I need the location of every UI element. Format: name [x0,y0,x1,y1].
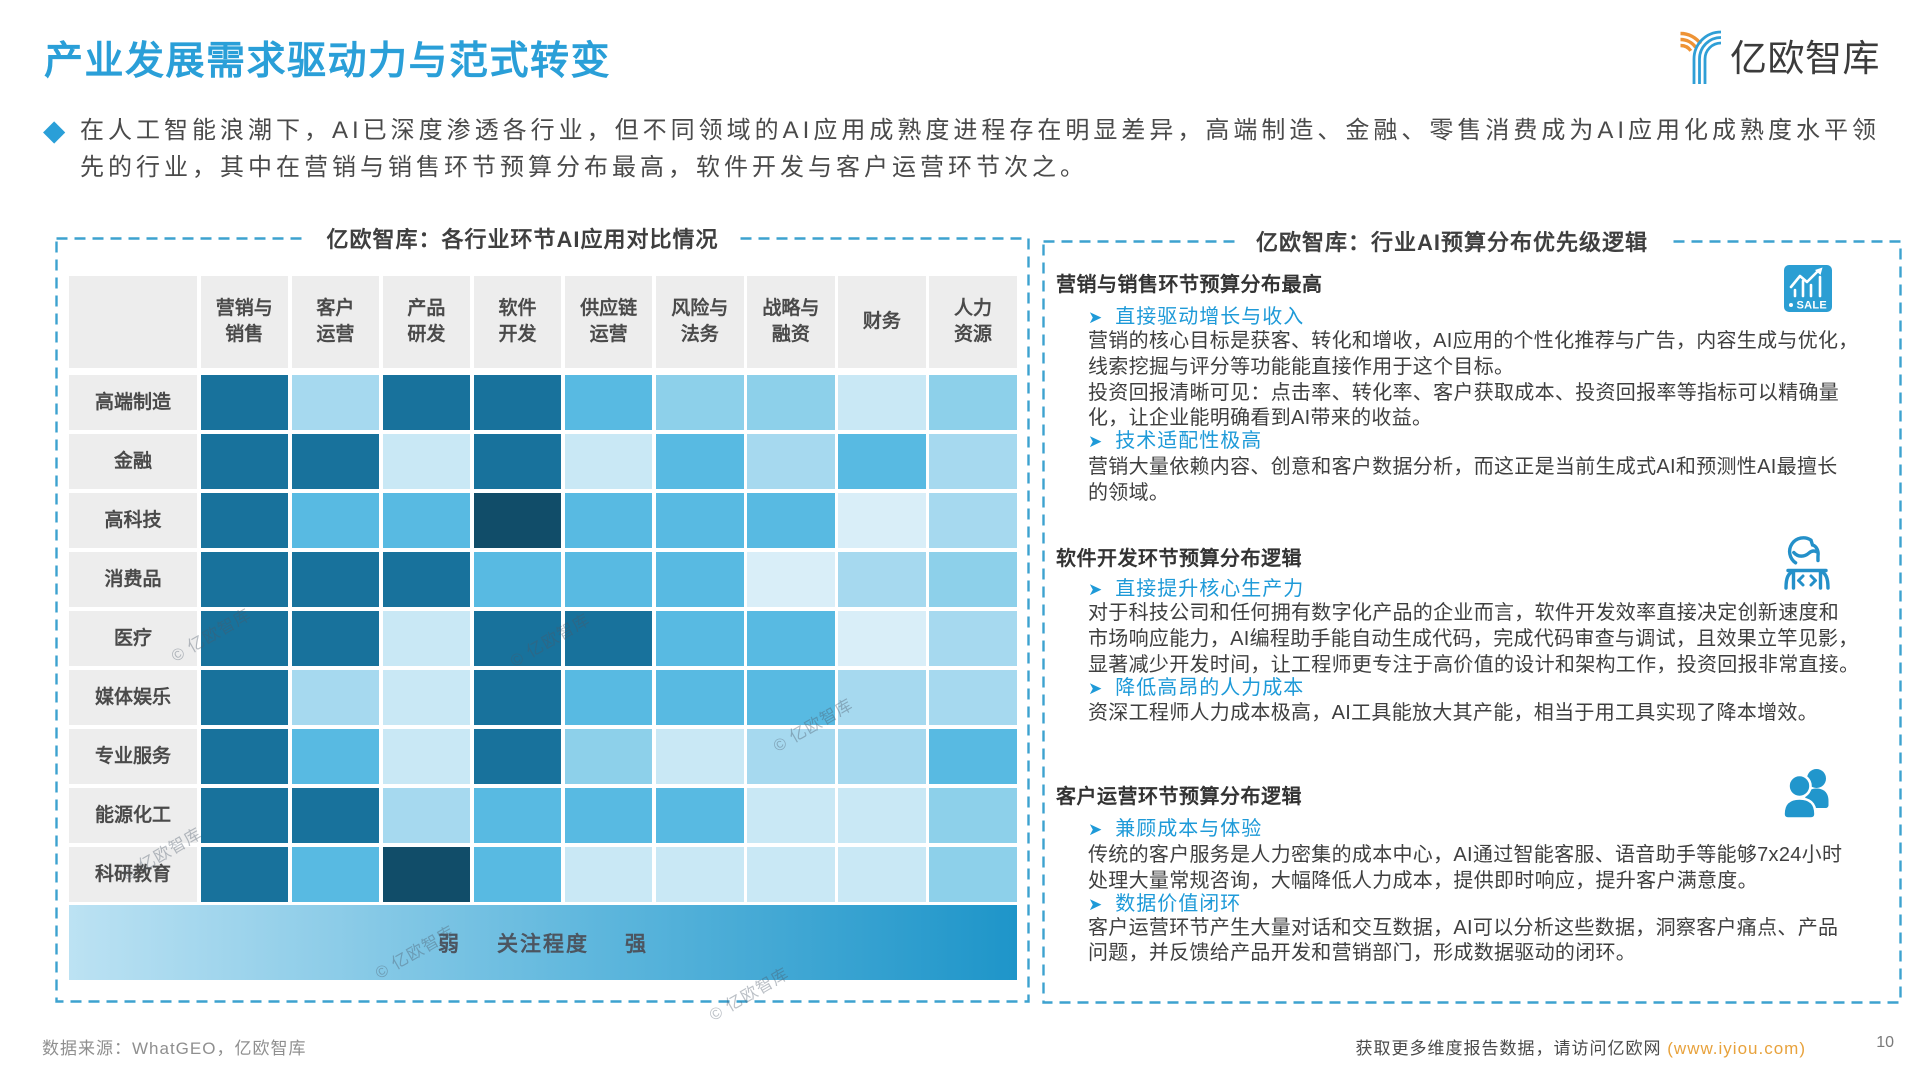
svg-text:亿欧智库: 亿欧智库 [1730,38,1880,79]
svg-text:SALE: SALE [1797,300,1828,312]
